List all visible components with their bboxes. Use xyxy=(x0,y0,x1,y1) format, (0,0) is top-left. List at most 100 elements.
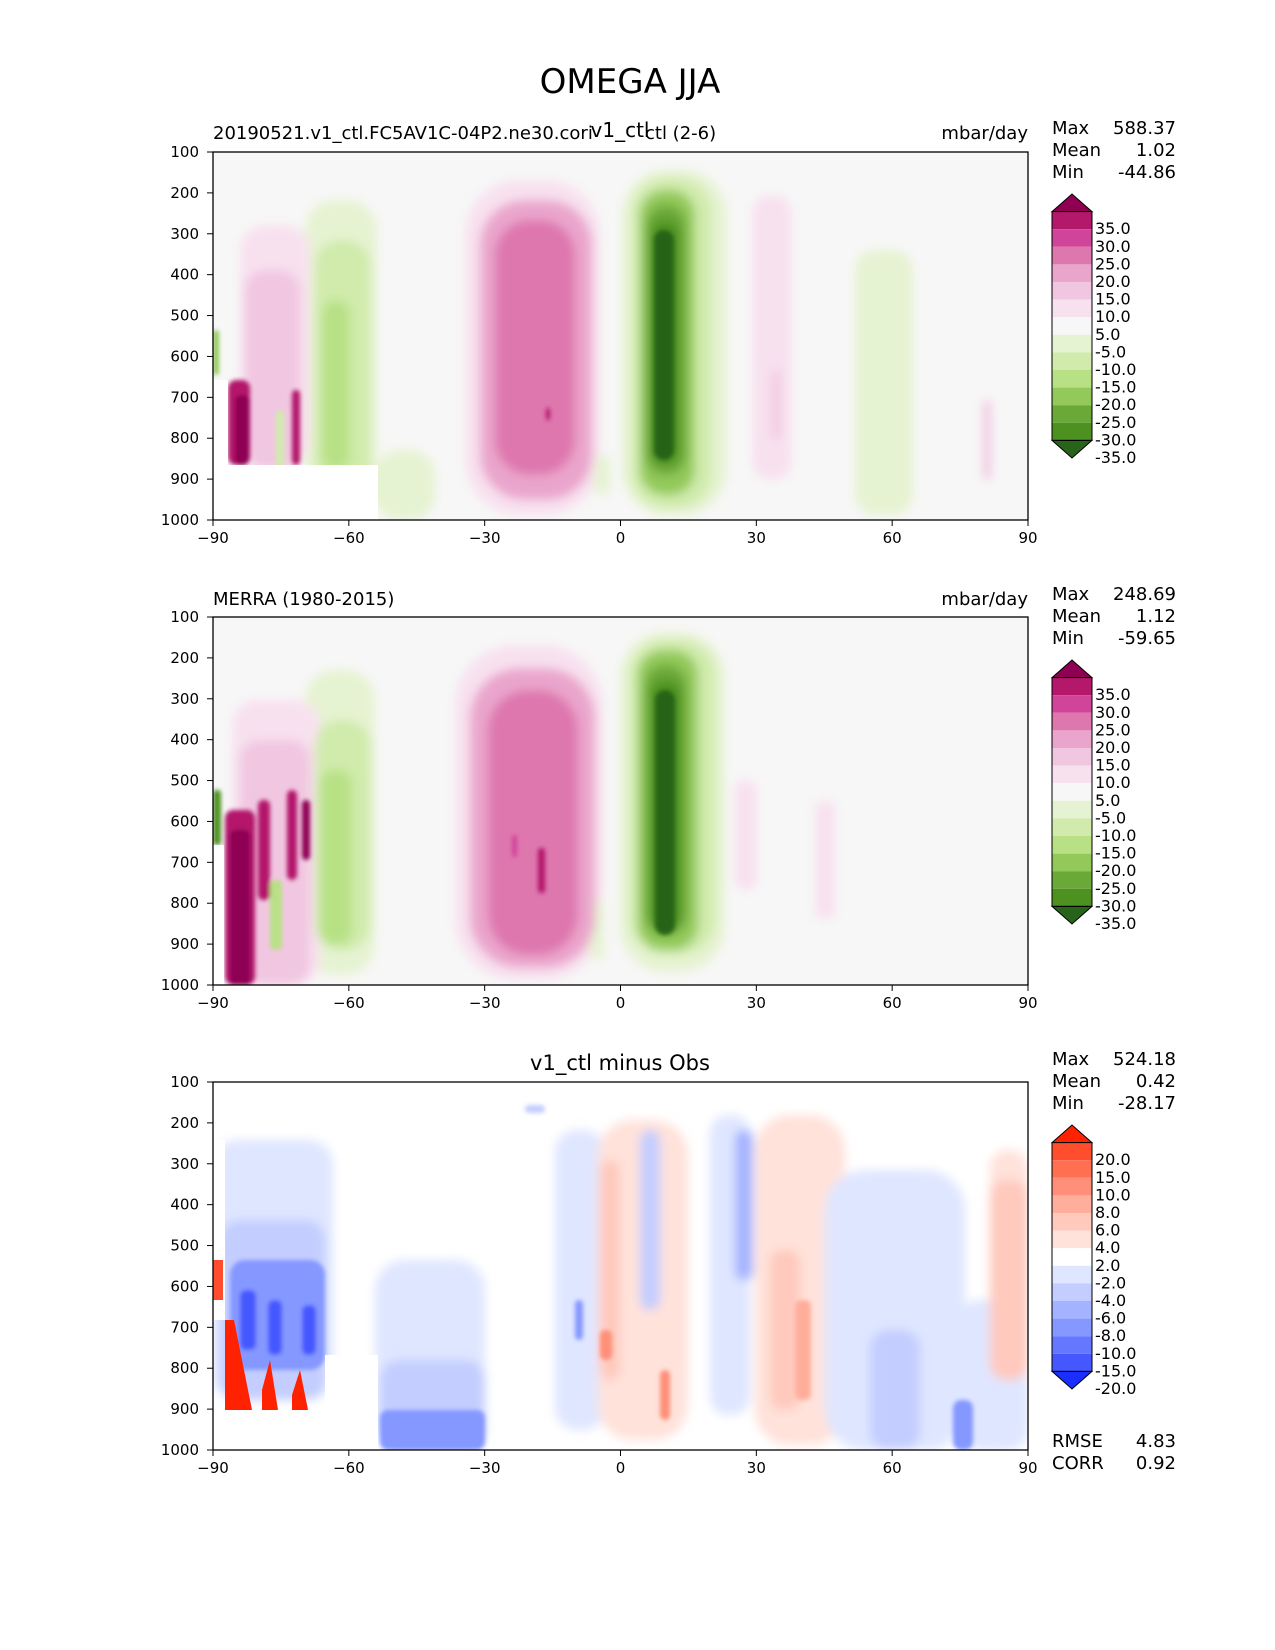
stat-mean-value: 0.42 xyxy=(1136,1071,1176,1092)
colorbar-label: -4.0 xyxy=(1095,1291,1126,1310)
y-tick-label: 900 xyxy=(170,470,199,488)
panel-obs-contours xyxy=(213,617,1028,985)
y-tick-label: 200 xyxy=(170,1114,199,1132)
stat-max-value: 248.69 xyxy=(1113,584,1176,605)
y-tick-label: 600 xyxy=(170,1277,199,1295)
stat-mean-label: Mean xyxy=(1052,1071,1101,1092)
colorbar-swatch xyxy=(1052,1195,1092,1213)
panel-diff-center-title: v1_ctl minus Obs xyxy=(530,1051,710,1076)
y-tick-label: 600 xyxy=(170,347,199,365)
x-tick-label: −30 xyxy=(469,529,501,547)
y-tick-label: 100 xyxy=(170,608,199,626)
y-tick-label: 100 xyxy=(170,143,199,161)
x-tick-label: 90 xyxy=(1018,1459,1037,1477)
colorbar-label: -15.0 xyxy=(1095,378,1136,397)
x-tick-label: −60 xyxy=(333,994,365,1012)
colorbar-label: 15.0 xyxy=(1095,290,1131,309)
panel-obs: MERRA (1980-2015) mbar/day xyxy=(161,584,1176,1012)
stat-min-label: Min xyxy=(1052,628,1084,649)
colorbar-extend-min xyxy=(1050,1370,1094,1390)
stat-corr-label: CORR xyxy=(1052,1453,1104,1474)
y-tick-label: 700 xyxy=(170,853,199,871)
colorbar-swatch xyxy=(1052,853,1092,872)
x-tick-label: 90 xyxy=(1018,994,1037,1012)
y-tick-label: 300 xyxy=(170,225,199,243)
panel-model-center-title: v1_ctl xyxy=(591,118,650,142)
colorbar-swatch xyxy=(1052,229,1092,247)
panel-model-contours xyxy=(213,152,1028,520)
colorbar-label: 20.0 xyxy=(1095,738,1131,757)
colorbar-swatch xyxy=(1052,211,1092,230)
y-tick-label: 200 xyxy=(170,184,199,202)
colorbar-swatch xyxy=(1052,1213,1092,1231)
colorbar-swatch xyxy=(1052,1301,1092,1319)
stat-min-value: -59.65 xyxy=(1118,628,1176,649)
panel-obs-colorbar: 35.030.025.020.015.010.05.0-5.0-10.0-15.… xyxy=(1050,659,1136,933)
colorbar-swatch xyxy=(1052,1336,1092,1354)
colorbar-swatch xyxy=(1052,783,1092,801)
colorbar-swatch xyxy=(1052,1265,1092,1284)
colorbar-label: 35.0 xyxy=(1095,685,1131,704)
colorbar-label: -20.0 xyxy=(1095,395,1136,414)
colorbar-extend-min xyxy=(1050,905,1094,925)
colorbar-swatch xyxy=(1052,334,1092,353)
y-tick-label: 500 xyxy=(170,1237,199,1255)
colorbar-swatch xyxy=(1052,871,1092,889)
colorbar-swatch xyxy=(1052,422,1092,441)
colorbar-label: 25.0 xyxy=(1095,254,1131,273)
x-tick-label: 0 xyxy=(616,529,626,547)
colorbar-swatch xyxy=(1052,1283,1092,1301)
y-tick-label: 400 xyxy=(170,1196,199,1214)
colorbar-label: -10.0 xyxy=(1095,826,1136,845)
colorbar-label: 8.0 xyxy=(1095,1203,1120,1222)
panel-obs-stats: Max 248.69 Mean 1.12 Min -59.65 xyxy=(1052,584,1176,649)
panel-model-left-title-b: ctl (2-6) xyxy=(645,123,716,144)
colorbar-swatch xyxy=(1052,317,1092,335)
colorbar-label: 30.0 xyxy=(1095,237,1131,256)
colorbar-extend-min xyxy=(1050,439,1094,459)
colorbar-swatch xyxy=(1052,1160,1092,1178)
y-tick-label: 700 xyxy=(170,1318,199,1336)
colorbar-label: 10.0 xyxy=(1095,307,1131,326)
x-tick-label: 60 xyxy=(883,1459,902,1477)
panel-model-colorbar: 35.030.025.020.015.010.05.0-5.0-10.0-15.… xyxy=(1050,193,1136,467)
x-tick-label: 30 xyxy=(747,994,766,1012)
stat-rmse-label: RMSE xyxy=(1052,1431,1103,1452)
colorbar-label: -35.0 xyxy=(1095,448,1136,467)
colorbar-swatch xyxy=(1052,1318,1092,1337)
colorbar-label: 15.0 xyxy=(1095,756,1131,775)
y-tick-label: 800 xyxy=(170,894,199,912)
x-tick-label: −90 xyxy=(197,994,229,1012)
colorbar-label: 15.0 xyxy=(1095,1168,1131,1187)
y-tick-label: 1000 xyxy=(161,511,199,529)
colorbar-swatch xyxy=(1052,765,1092,784)
x-tick-label: −90 xyxy=(197,1459,229,1477)
colorbar-label: -15.0 xyxy=(1095,844,1136,863)
y-tick-label: 300 xyxy=(170,1155,199,1173)
stat-min-label: Min xyxy=(1052,1093,1084,1114)
colorbar-label: 30.0 xyxy=(1095,703,1131,722)
colorbar-swatch xyxy=(1052,730,1092,748)
stat-corr-value: 0.92 xyxy=(1136,1453,1176,1474)
colorbar-label: 4.0 xyxy=(1095,1238,1120,1257)
colorbar-swatch xyxy=(1052,800,1092,819)
y-tick-label: 800 xyxy=(170,429,199,447)
colorbar-extend-max xyxy=(1050,193,1094,213)
colorbar-label: -35.0 xyxy=(1095,914,1136,933)
colorbar-extend-max xyxy=(1050,659,1094,679)
colorbar-label: -15.0 xyxy=(1095,1361,1136,1380)
colorbar-frame xyxy=(1051,677,1093,907)
colorbar-swatch xyxy=(1052,299,1092,318)
y-tick-label: 900 xyxy=(170,1400,199,1418)
x-tick-label: −60 xyxy=(333,1459,365,1477)
figure-title: OMEGA JJA xyxy=(540,62,721,102)
colorbar-label: -10.0 xyxy=(1095,1344,1136,1363)
panel-model-stats: Max 588.37 Mean 1.02 Min -44.86 xyxy=(1052,118,1176,183)
stat-max-value: 588.37 xyxy=(1113,118,1176,139)
stat-min-value: -44.86 xyxy=(1118,162,1176,183)
colorbar-swatch xyxy=(1052,836,1092,854)
stat-min-value: -28.17 xyxy=(1118,1093,1176,1114)
colorbar-label: -20.0 xyxy=(1095,1379,1136,1398)
colorbar-label: -10.0 xyxy=(1095,360,1136,379)
